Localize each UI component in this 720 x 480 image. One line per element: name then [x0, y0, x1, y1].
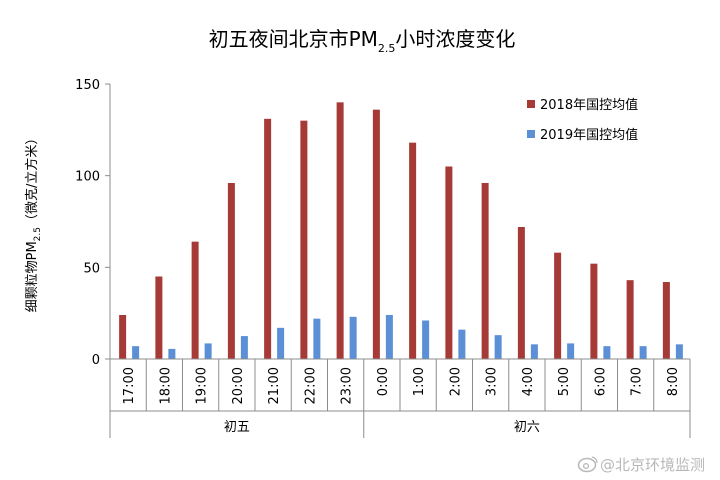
bar-2018-1900: [191, 241, 199, 359]
bar-2018-2100: [264, 118, 272, 359]
x-tick-label: 18:00: [158, 367, 173, 404]
y-axis: 0 50 100 150: [75, 78, 111, 368]
x-tick-label: 7:00: [630, 367, 645, 396]
x-tick-label: 0:00: [376, 367, 391, 396]
y-axis-label-subscript: 2.5: [33, 227, 43, 241]
bar-2018-2300: [336, 102, 344, 359]
bar-2019-700: [639, 346, 647, 359]
chart-title-subscript: 2.5: [378, 42, 396, 55]
chart-title-main: 初五夜间北京市PM: [209, 27, 378, 51]
watermark: @北京环境监测: [577, 456, 705, 474]
bar-2019-2000: [240, 336, 248, 359]
group-label-1: 初五: [224, 420, 250, 435]
bar-2018-1700: [119, 315, 127, 359]
legend-label-1: 2018年国控均值: [540, 97, 638, 113]
bar-2019-1800: [168, 348, 176, 359]
x-axis: 17:00 18:00 19:00 20:00 21:00 22:00 23:00 0:00 1…: [109, 358, 691, 438]
x-tick-label: 22:00: [303, 367, 318, 404]
y-axis-label: 细颗粒物PM2.5（微克/立方米）: [24, 132, 43, 313]
legend: 2018年国控均值 2019年国控均值: [527, 97, 638, 143]
x-tick-label: 21:00: [267, 367, 282, 404]
bar-2019-500: [567, 343, 575, 359]
bar-2018-2000: [227, 183, 235, 359]
bar-2018-2200: [300, 120, 308, 360]
bar-2019-600: [603, 346, 611, 359]
y-axis-label-tail: （微克/立方米）: [24, 132, 40, 227]
bar-2019-800: [675, 344, 683, 359]
x-tick-label: 8:00: [666, 367, 681, 396]
bar-2019-2200: [313, 318, 321, 359]
x-tick-label: 20:00: [231, 367, 246, 404]
bar-2019-1700: [132, 346, 140, 359]
y-axis-label-main: 细颗粒物PM: [25, 241, 40, 312]
x-tick-label: 4:00: [521, 367, 536, 396]
bar-2018-700: [626, 280, 634, 359]
y-tick-label: 150: [75, 78, 100, 93]
weibo-icon: [577, 456, 598, 473]
bar-2018-400: [517, 227, 525, 359]
bar-2019-300: [494, 335, 502, 359]
legend-label-2: 2019年国控均值: [540, 127, 638, 143]
chart-title: 初五夜间北京市PM2.5小时浓度变化: [209, 27, 516, 55]
bar-2019-100: [422, 320, 430, 359]
x-tick-label: 6:00: [593, 367, 608, 396]
legend-swatch-2: [527, 130, 535, 138]
bar-2019-1900: [204, 343, 212, 359]
chart-title-tail: 小时浓度变化: [395, 27, 515, 51]
bar-2019-000: [385, 315, 393, 359]
x-tick-label: 3:00: [485, 367, 500, 396]
bar-2018-000: [372, 109, 380, 360]
bar-2018-800: [662, 282, 670, 359]
x-tick-label: 23:00: [340, 367, 355, 404]
x-tick-label: 5:00: [557, 367, 572, 396]
legend-swatch-1: [527, 100, 535, 108]
bar-2018-500: [554, 252, 562, 359]
group-label-2: 初六: [514, 420, 540, 435]
bar-2018-1800: [155, 276, 163, 359]
y-tick-label: 50: [83, 261, 100, 276]
bars: [119, 102, 683, 360]
y-tick-label: 100: [75, 170, 100, 185]
x-tick-label: 19:00: [195, 367, 210, 404]
bar-2019-200: [458, 329, 466, 359]
y-tick-label: 0: [92, 353, 100, 368]
bar-2018-300: [481, 183, 489, 359]
bar-2019-2300: [349, 316, 357, 359]
bar-2018-200: [445, 166, 453, 359]
x-tick-label: 2:00: [448, 367, 463, 396]
bar-2019-2100: [277, 327, 285, 359]
bar-2018-600: [590, 263, 598, 359]
watermark-text: @北京环境监测: [600, 456, 705, 474]
x-tick-label: 1:00: [412, 367, 427, 396]
bar-2018-100: [409, 142, 417, 359]
x-tick-label: 17:00: [122, 367, 137, 404]
bar-2019-400: [530, 344, 538, 359]
